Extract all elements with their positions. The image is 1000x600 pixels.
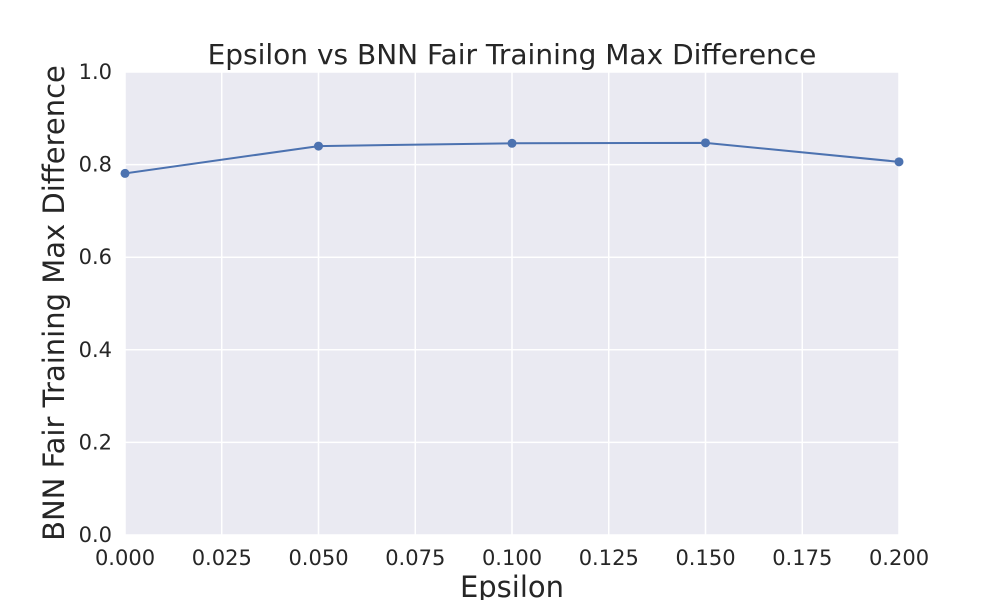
y-tick-label: 0.2 (79, 430, 112, 454)
x-tick-label: 0.175 (772, 546, 832, 570)
y-tick-label: 0.8 (79, 153, 112, 177)
series-layer (120, 138, 904, 178)
data-point (314, 141, 323, 151)
y-tick-labels: 0.0 0.2 0.4 0.6 0.8 1.0 (79, 60, 112, 547)
x-tick-labels: 0.000 0.025 0.050 0.075 0.100 0.125 0.150 0.175… (95, 546, 929, 570)
data-point (894, 157, 904, 167)
y-tick-label: 0.4 (79, 338, 112, 362)
x-tick-label: 0.025 (192, 546, 252, 570)
x-tick-label: 0.200 (869, 546, 929, 570)
x-tick-label: 0.050 (288, 546, 348, 570)
x-tick-label: 0.150 (675, 546, 735, 570)
x-tick-label: 0.100 (482, 546, 542, 570)
data-point (507, 138, 517, 148)
y-tick-label: 1.0 (79, 60, 112, 84)
data-point (701, 138, 710, 148)
x-tick-label: 0.000 (95, 546, 155, 570)
x-tick-label: 0.075 (385, 546, 445, 570)
y-grid (125, 71, 899, 536)
chart-title: Epsilon vs BNN Fair Training Max Differe… (208, 38, 817, 71)
x-axis-label: Epsilon (460, 570, 564, 600)
y-tick-label: 0.6 (79, 245, 112, 269)
data-point (120, 168, 130, 178)
y-axis-label: BNN Fair Training Max Difference (37, 65, 71, 541)
x-tick-label: 0.125 (579, 546, 639, 570)
y-tick-label: 0.0 (79, 523, 112, 547)
